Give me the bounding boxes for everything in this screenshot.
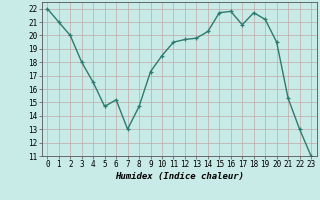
X-axis label: Humidex (Indice chaleur): Humidex (Indice chaleur)	[115, 172, 244, 181]
